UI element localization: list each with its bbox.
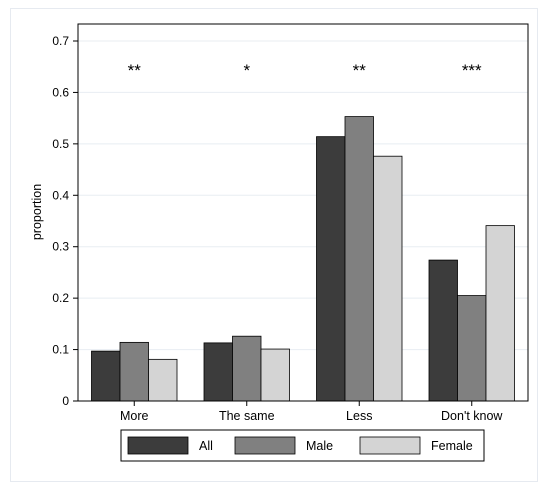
significance-labels: ** * ** ***: [128, 61, 482, 80]
significance-marker: ***: [462, 61, 482, 80]
bar-female-2: [373, 155, 403, 402]
y-tick-label: 0.3: [52, 240, 69, 254]
bar-male-3: [457, 295, 487, 402]
plot-area-border: [77, 23, 529, 402]
legend-swatch-all: [127, 436, 189, 455]
bar-all-1: [203, 342, 233, 402]
y-tick-label: 0.1: [52, 343, 69, 357]
y-tick-label: 0.5: [52, 137, 69, 151]
bar-all-2: [316, 136, 346, 402]
significance-marker: **: [353, 61, 367, 80]
significance-marker: **: [128, 61, 142, 80]
legend-label-male: Male: [306, 439, 333, 453]
legend: All Male Female: [120, 429, 485, 462]
legend-label-female: Female: [431, 439, 473, 453]
significance-marker: *: [243, 61, 250, 80]
x-category-label: Less: [346, 409, 372, 423]
x-category-label: More: [120, 409, 149, 423]
y-tick-label: 0: [62, 394, 69, 408]
y-axis-title: proportion: [30, 184, 44, 240]
legend-label-all: All: [199, 439, 213, 453]
bar-female-3: [485, 225, 515, 402]
legend-swatch-male: [234, 436, 296, 455]
y-tick-label: 0.6: [52, 85, 69, 99]
legend-swatch-female: [359, 436, 421, 455]
y-tick-label: 0.4: [52, 188, 69, 202]
y-tick-label: 0.7: [52, 34, 69, 48]
x-axis-categories: More The same Less Don't know: [120, 401, 503, 423]
x-category-label: The same: [219, 409, 275, 423]
bar-male-2: [344, 116, 374, 402]
bar-male-1: [232, 335, 262, 402]
bar-all-3: [428, 259, 458, 402]
x-category-label: Don't know: [441, 409, 503, 423]
bars: [91, 116, 515, 402]
bar-female-0: [148, 358, 178, 402]
y-axis-ticks: 0 0.1 0.2 0.3 0.4 0.5 0.6 0.7: [52, 34, 78, 408]
chart-frame: [10, 8, 538, 482]
y-tick-label: 0.2: [52, 291, 69, 305]
bar-male-0: [119, 341, 149, 402]
bar-female-1: [260, 348, 290, 402]
bar-all-0: [91, 350, 121, 402]
